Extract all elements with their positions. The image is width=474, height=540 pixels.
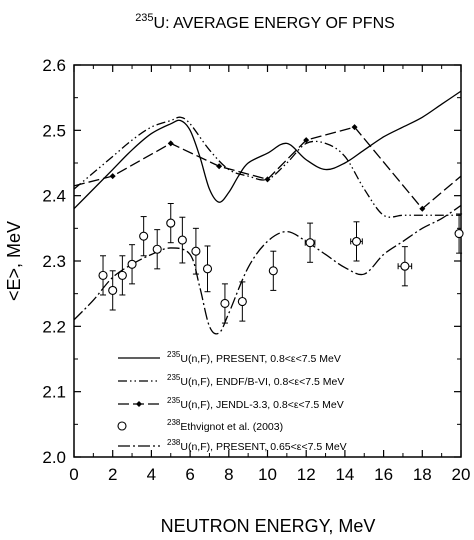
exp-point [152, 244, 162, 254]
y-axis-title: <E>, MeV [4, 221, 24, 301]
jendl-marker [351, 124, 358, 131]
series-present-238 [73, 204, 462, 335]
exp-point [139, 231, 149, 241]
exp-point [108, 285, 118, 295]
legend-sup-present-235: 235 [167, 350, 181, 359]
x-axis-title: NEUTRON ENERGY, MeV [161, 516, 376, 536]
exp-point [454, 229, 464, 239]
y-tick-label: 2.0 [42, 448, 66, 467]
legend-label-jendl: 235U(n,F), JENDL-3.3, 0.8<ε<7.5 MeV [167, 396, 344, 411]
legend-text-present-238: U(n,F), PRESENT, 0.65<ε<7.5 MeV [180, 441, 346, 453]
legend-text-endf: U(n,F), ENDF/B-VI, 0.8<ε<7.5 MeV [180, 376, 344, 388]
y-tick-label: 2.3 [42, 252, 66, 271]
x-tick-label: 0 [69, 465, 78, 484]
legend-sup-endf: 235 [167, 373, 181, 382]
x-tick-label: 14 [335, 465, 354, 484]
x-tick-label: 2 [108, 465, 117, 484]
exp-point [177, 235, 187, 245]
y-tick-label: 2.1 [42, 383, 66, 402]
legend-marker-ethvignot [117, 421, 127, 431]
exp-point [117, 270, 127, 280]
legend-text-present-235: U(n,F), PRESENT, 0.8<ε<7.5 MeV [180, 353, 341, 365]
jendl-marker [419, 205, 426, 212]
legend: 235U(n,F), PRESENT, 0.8<ε<7.5 MeV 235U(n… [117, 350, 347, 453]
tick-labels: 0 2 4 6 8 10 12 14 16 18 20 2.0 2.1 2.2 2.3 2.4 2.5 2.6 [42, 56, 470, 484]
chart-title-superscript: 235 [135, 12, 153, 24]
legend-sup-present-238: 238 [167, 438, 181, 447]
exp-point [237, 296, 247, 307]
series-present-235 [73, 90, 462, 210]
exp-point [268, 266, 278, 276]
chart-title-main: U: AVERAGE ENERGY OF PFNS [154, 15, 395, 32]
x-tick-label: 6 [185, 465, 194, 484]
x-tick-label: 16 [374, 465, 393, 484]
exp-point [220, 298, 230, 309]
series-layer [73, 90, 462, 335]
exp-point [191, 246, 201, 256]
series-endf [73, 116, 461, 218]
exp-point [400, 261, 410, 271]
exp-point [127, 259, 137, 269]
experimental-points [98, 203, 464, 324]
jendl-marker [303, 137, 310, 144]
legend-label-present-235: 235U(n,F), PRESENT, 0.8<ε<7.5 MeV [167, 350, 341, 365]
x-tick-label: 8 [224, 465, 233, 484]
jendl-marker [167, 140, 174, 147]
legend-label-ethvignot: 238Ethvignot et al. (2003) [167, 418, 283, 433]
y-tick-label: 2.2 [42, 317, 66, 336]
exp-point [305, 238, 315, 248]
legend-marker-jendl [136, 401, 142, 407]
jendl-marker [264, 176, 271, 183]
x-tick-label: 18 [413, 465, 432, 484]
legend-sup-jendl: 235 [167, 396, 181, 405]
legend-text-jendl: U(n,F), JENDL-3.3, 0.8<ε<7.5 MeV [180, 399, 343, 411]
exp-point [98, 270, 108, 280]
ticks [73, 64, 462, 458]
x-tick-label: 10 [258, 465, 277, 484]
jendl-marker [216, 163, 223, 170]
exp-point [202, 264, 213, 274]
legend-text-ethvignot: Ethvignot et al. (2003) [180, 421, 283, 433]
chart-title: 235U: AVERAGE ENERGY OF PFNS [135, 12, 395, 32]
legend-label-present-238: 238U(n,F), PRESENT, 0.65<ε<7.5 MeV [167, 438, 347, 453]
y-tick-label: 2.5 [42, 121, 66, 140]
y-tick-label: 2.4 [42, 187, 66, 206]
x-tick-label: 4 [147, 465, 156, 484]
x-tick-label: 20 [452, 465, 471, 484]
exp-point [351, 236, 362, 246]
jendl-marker [109, 173, 116, 180]
y-tick-label: 2.6 [42, 56, 66, 75]
x-tick-label: 12 [297, 465, 316, 484]
legend-label-endf: 235U(n,F), ENDF/B-VI, 0.8<ε<7.5 MeV [167, 373, 344, 388]
legend-sup-ethvignot: 238 [167, 418, 181, 427]
exp-point [166, 218, 176, 228]
